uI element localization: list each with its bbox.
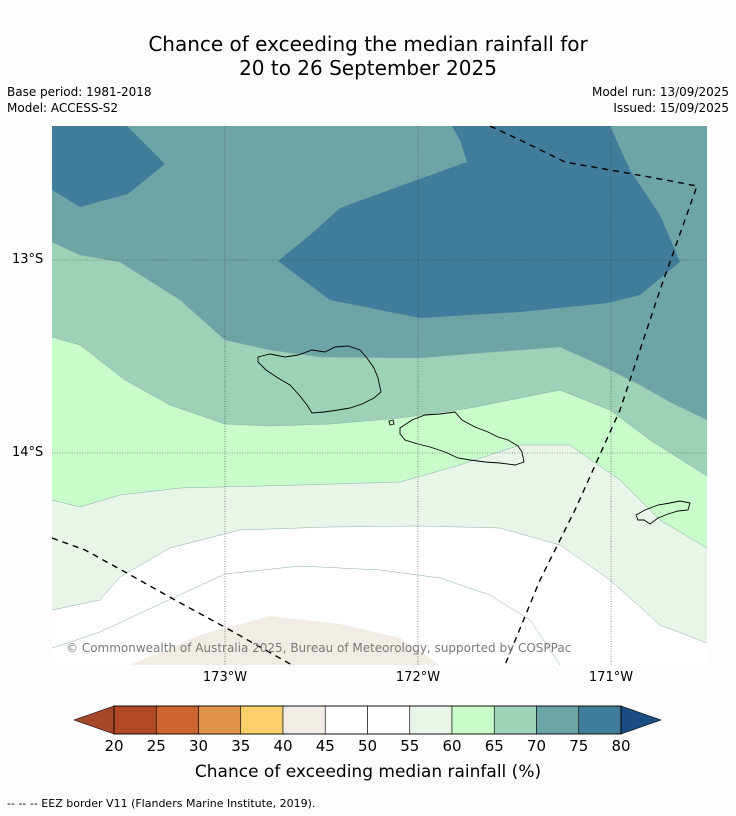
model-text: Model: ACCESS-S2 — [7, 101, 119, 115]
metadata-left: Base period: 1981-2018 Model: ACCESS-S2 — [7, 84, 152, 116]
colorbar-title: Chance of exceeding median rainfall (%) — [194, 762, 542, 782]
cb-tick-25: 25 — [146, 737, 166, 755]
map-title-line1: Chance of exceeding the median rainfall … — [148, 32, 588, 56]
colorbar-cells — [113, 705, 622, 735]
cb-tick-20: 20 — [104, 737, 124, 755]
lon-label-171w: 171°W — [588, 670, 634, 685]
tutuila-island — [635, 500, 691, 525]
cb-tick-55: 55 — [400, 737, 420, 755]
cb-tick-50: 50 — [357, 737, 378, 755]
lat-label-13s: 13°S — [12, 252, 44, 267]
metadata-right: Model run: 13/09/2025 Issued: 15/09/2025 — [592, 84, 729, 116]
cb-tick-45: 45 — [315, 737, 335, 755]
cb-tick-35: 35 — [231, 737, 251, 755]
band-75-80-west — [52, 126, 165, 207]
map-title-line2: 20 to 26 September 2025 — [239, 56, 497, 80]
model-run-text: Model run: 13/09/2025 — [591, 85, 729, 99]
colorbar-cell-75-80 — [578, 705, 622, 735]
cb-tick-70: 70 — [526, 737, 547, 755]
cb-tick-40: 40 — [273, 737, 293, 755]
cb-tick-80: 80 — [611, 737, 631, 755]
colorbar-high-arrow — [620, 705, 662, 735]
band-75-80-north — [278, 126, 680, 318]
colorbar-cell-35-40 — [240, 705, 284, 735]
islands — [257, 345, 691, 525]
base-period-text: Base period: 1981-2018 — [7, 85, 152, 99]
contour-fills — [52, 126, 707, 665]
manono-islet — [388, 419, 395, 426]
band-40-45 — [130, 616, 440, 665]
colorbar-cell-60-65 — [451, 705, 495, 735]
colorbar-cell-30-35 — [198, 705, 242, 735]
contour-lines — [52, 241, 707, 665]
colorbar-cell-45-50 — [324, 705, 368, 735]
lat-label-14s: 14°S — [12, 445, 44, 460]
cb-tick-30: 30 — [188, 737, 209, 755]
colorbar-cell-25-30 — [155, 705, 199, 735]
eez-border — [52, 126, 698, 665]
colorbar-frame — [113, 705, 622, 735]
colorbar-low-arrow — [73, 705, 115, 735]
colorbar-cell-65-70 — [493, 705, 537, 735]
colorbar-cell-50-55 — [367, 705, 411, 735]
savaii-island — [257, 345, 382, 414]
colorbar-cell-20-25 — [113, 705, 157, 735]
upolu-island — [399, 411, 525, 466]
cb-tick-75: 75 — [569, 737, 589, 755]
cb-tick-60: 60 — [442, 737, 462, 755]
issued-text: Issued: 15/09/2025 — [613, 101, 729, 115]
copyright-text: © Commonwealth of Australia 2025, Bureau… — [66, 641, 572, 655]
eez-footnote: -- -- -- EEZ border V11 (Flanders Marine… — [7, 797, 316, 810]
colorbar-cell-40-45 — [282, 705, 326, 735]
lon-label-173w: 173°W — [202, 670, 248, 685]
cb-tick-65: 65 — [484, 737, 504, 755]
colorbar-cell-55-60 — [409, 705, 453, 735]
colorbar-cell-70-75 — [536, 705, 580, 735]
lon-label-172w: 172°W — [395, 670, 441, 685]
gridlines — [52, 126, 707, 665]
